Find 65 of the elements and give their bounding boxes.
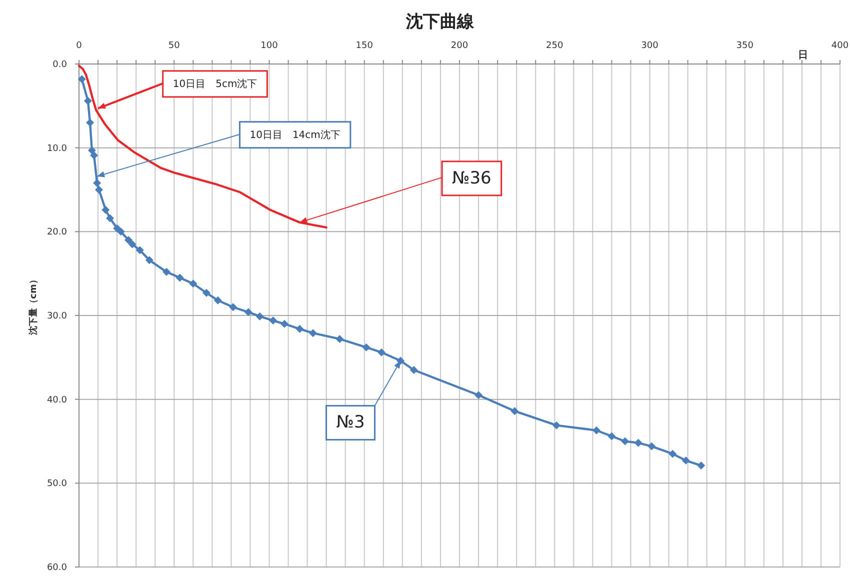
point	[189, 280, 198, 288]
point	[176, 274, 184, 282]
y-axis-title: 沈下量（cm）	[28, 275, 39, 336]
x-axis-title: 日	[798, 50, 808, 61]
point	[474, 391, 483, 400]
y-tick-label: 60.0	[46, 563, 68, 573]
point	[229, 303, 238, 312]
point	[102, 206, 110, 214]
y-tick-label: 10.0	[46, 144, 68, 154]
y-tick-label: 50.0	[46, 479, 68, 490]
point	[106, 214, 114, 222]
point	[410, 366, 418, 374]
x-tick-label: 400	[831, 41, 849, 51]
chart-title: 沈下曲線	[405, 12, 475, 32]
point	[78, 75, 86, 84]
annotation: 10日目 14cm沈下	[96, 121, 352, 178]
point	[362, 343, 370, 352]
point	[145, 256, 154, 264]
point	[124, 236, 132, 244]
point	[113, 224, 122, 232]
point	[682, 456, 690, 465]
point	[88, 146, 96, 154]
point	[94, 186, 103, 194]
y-tick-label: 30.0	[46, 312, 68, 322]
point	[336, 334, 344, 343]
point	[621, 437, 630, 446]
y-tick-label: 20.0	[46, 228, 68, 238]
point	[378, 348, 386, 356]
point	[697, 462, 706, 470]
point	[256, 312, 264, 320]
point	[128, 240, 136, 248]
x-tick-label: 300	[641, 41, 659, 51]
point	[552, 421, 561, 430]
x-tick-label: 50	[168, 41, 180, 51]
annotation: 10日目 5cm沈下	[172, 78, 258, 90]
x-tick-label: 350	[736, 41, 754, 51]
point	[296, 324, 304, 333]
y-tick-label: 40.0	[46, 395, 68, 406]
point	[214, 296, 222, 304]
x-tick-label: 150	[356, 41, 374, 51]
x-tick-label: 100	[260, 41, 278, 51]
point	[280, 320, 288, 328]
point	[162, 268, 171, 276]
point	[86, 118, 94, 127]
point	[648, 442, 656, 450]
point	[90, 151, 98, 160]
point	[116, 228, 125, 236]
point	[93, 179, 102, 188]
point	[202, 288, 210, 297]
point	[136, 246, 144, 254]
point	[592, 426, 600, 434]
point	[510, 407, 519, 416]
annotation: 10日目 14cm沈下	[250, 128, 340, 141]
point	[309, 329, 318, 338]
point	[84, 96, 92, 105]
point	[269, 316, 278, 325]
point	[668, 450, 677, 458]
x-tick-label: 0	[76, 41, 82, 51]
y-tick-label: 0.0	[52, 60, 68, 70]
point	[634, 438, 642, 447]
x-tick-label: 200	[450, 41, 468, 51]
annotation: 10日目 5cm沈下	[98, 70, 268, 110]
point	[244, 308, 252, 316]
point	[608, 432, 616, 440]
x-tick-label: 250	[546, 41, 564, 51]
